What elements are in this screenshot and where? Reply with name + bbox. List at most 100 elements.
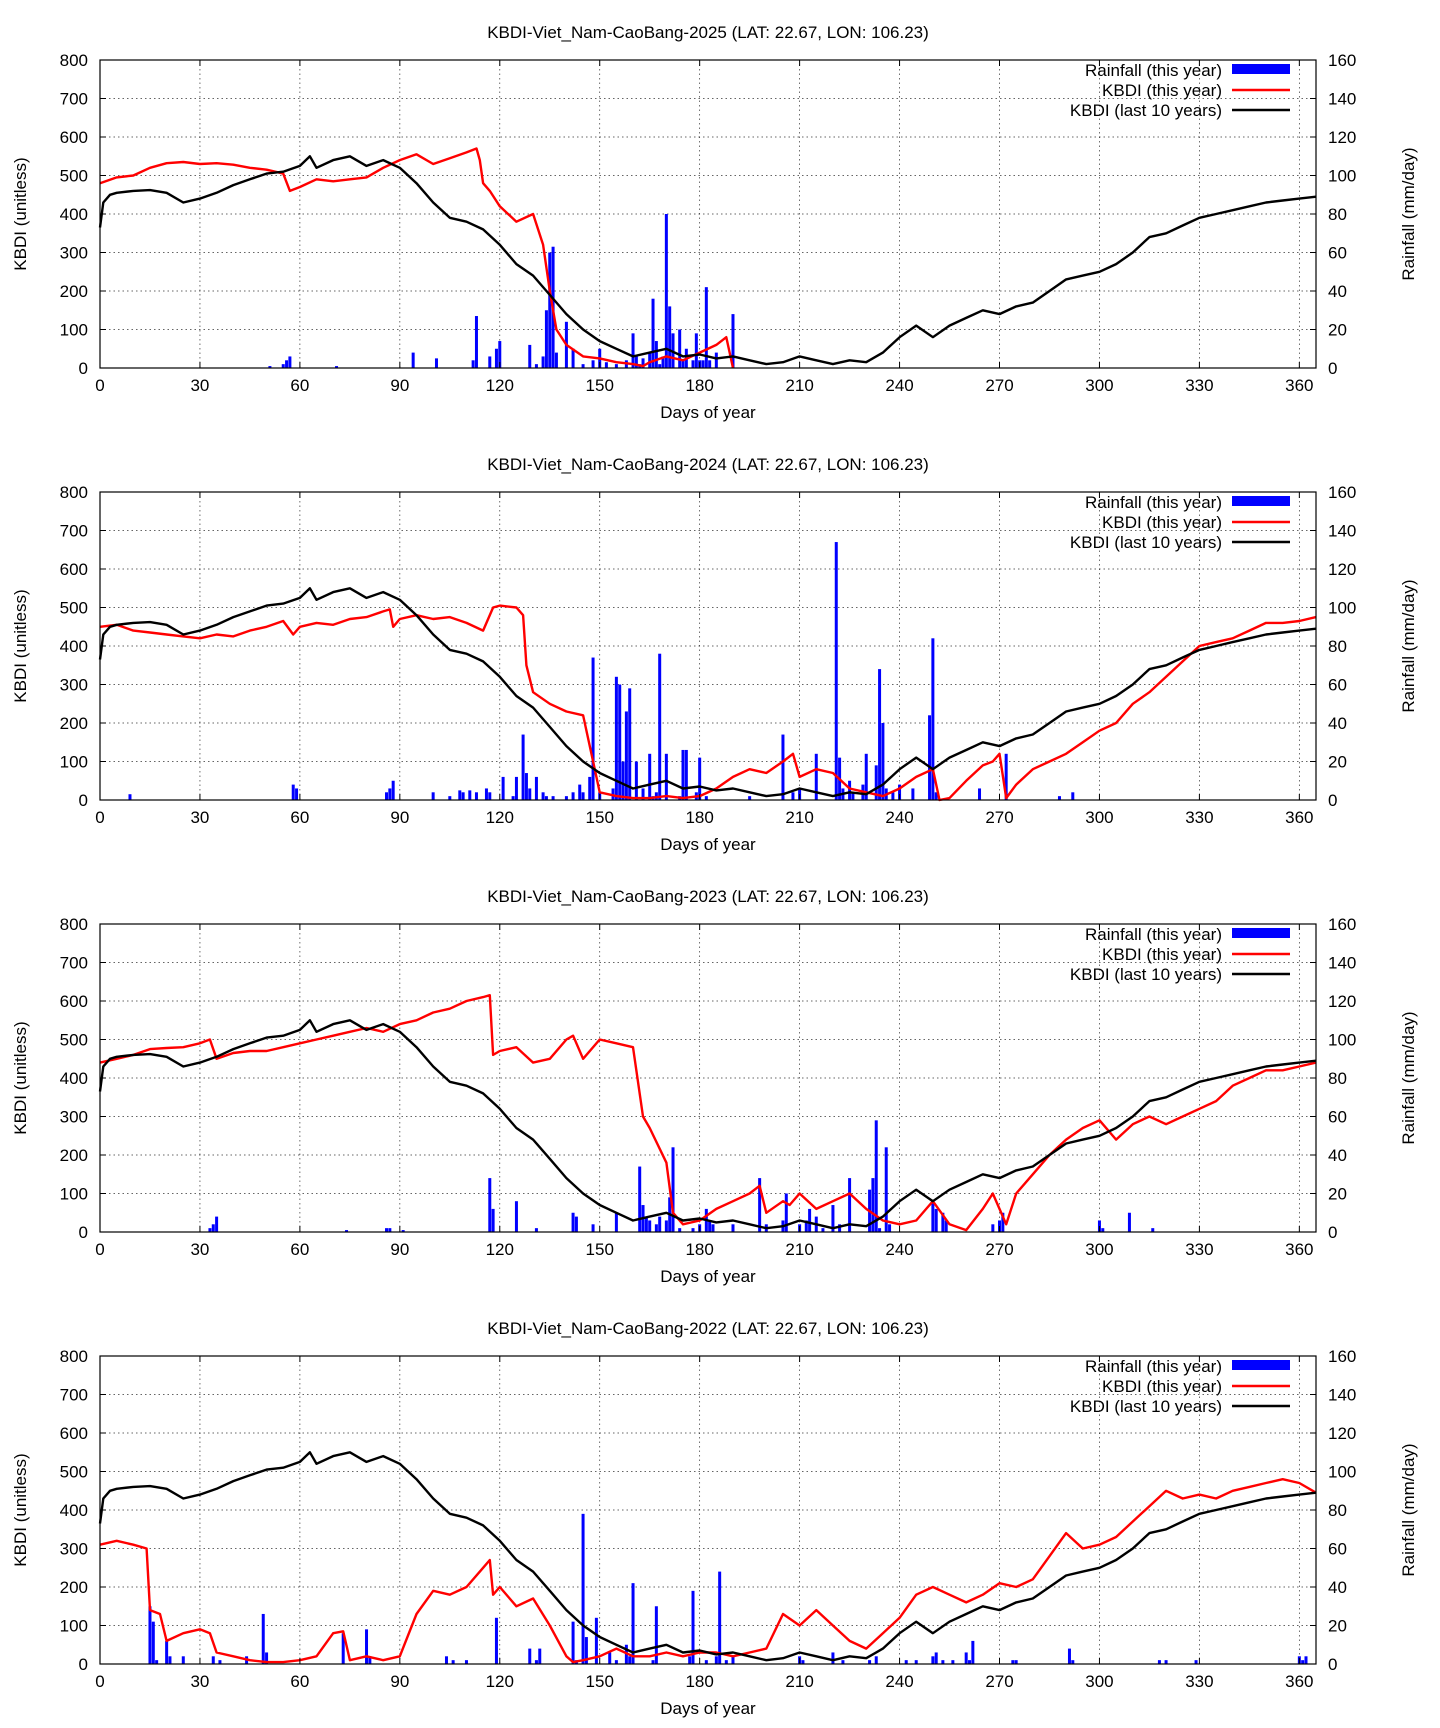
rainfall-bar <box>181 1656 185 1664</box>
rainfall-bar <box>614 1212 618 1232</box>
y-tick-label: 700 <box>60 1386 88 1405</box>
rainfall-bar <box>591 1224 595 1232</box>
rainfall-bar <box>911 788 915 800</box>
rainfall-bar <box>211 1656 215 1664</box>
rainfall-bar <box>878 1228 882 1232</box>
rainfall-bar <box>544 310 548 368</box>
rainfall-bar <box>538 1648 542 1664</box>
y2-tick-label: 20 <box>1328 321 1347 340</box>
y-axis-label: KBDI (unitless) <box>11 157 30 270</box>
rainfall-bar <box>704 1660 708 1664</box>
y-tick-label: 0 <box>79 1655 88 1674</box>
rainfall-bar <box>871 1178 875 1232</box>
y2-tick-label: 120 <box>1328 560 1356 579</box>
legend-label: KBDI (this year) <box>1102 945 1222 964</box>
y2-tick-label: 40 <box>1328 282 1347 301</box>
rainfall-bar <box>434 358 438 368</box>
rainfall-bar <box>848 780 852 800</box>
rainfall-bar <box>498 341 502 368</box>
rainfall-bar <box>551 796 555 800</box>
legend-label: KBDI (this year) <box>1102 1377 1222 1396</box>
series-line-kbdi-this-year <box>99 1478 1317 1664</box>
rainfall-bar <box>714 1656 718 1664</box>
rainfall-bar <box>618 684 622 800</box>
x-tick-label: 180 <box>685 1672 713 1691</box>
y2-tick-label: 100 <box>1328 167 1356 186</box>
rainfall-bar <box>808 1208 812 1232</box>
rainfall-bar <box>868 1660 872 1664</box>
rainfall-bar <box>874 765 878 800</box>
rainfall-bar <box>888 1224 892 1232</box>
rainfall-bar <box>681 360 685 368</box>
x-tick-label: 120 <box>486 376 514 395</box>
x-tick-label: 180 <box>685 1240 713 1259</box>
rainfall-bar <box>694 333 698 368</box>
rainfall-bar <box>564 796 568 800</box>
rainfall-bar <box>281 364 285 368</box>
y-tick-label: 200 <box>60 1578 88 1597</box>
rainfall-bar <box>211 1224 215 1232</box>
rainfall-bar <box>881 723 885 800</box>
y-tick-label: 500 <box>60 1031 88 1050</box>
rainfall-bar <box>648 352 652 368</box>
y-axis-label: KBDI (unitless) <box>11 589 30 702</box>
rainfall-bar <box>614 1660 618 1664</box>
series-line-kbdi-last-10-years <box>98 587 1317 798</box>
y2-tick-label: 60 <box>1328 676 1347 695</box>
x-tick-label: 0 <box>95 808 104 827</box>
rainfall-bar <box>631 333 635 368</box>
chart-panel-2: KBDI-Viet_Nam-CaoBang-2023 (LAT: 22.67, … <box>11 887 1418 1286</box>
rainfall-bar <box>634 761 638 800</box>
rainfall-bar <box>691 1590 695 1664</box>
x-tick-label: 120 <box>486 1672 514 1691</box>
x-tick-label: 30 <box>190 376 209 395</box>
rainfall-bar <box>691 1228 695 1232</box>
rainfall-bar <box>891 792 895 800</box>
x-axis-label: Days of year <box>660 403 756 422</box>
rainfall-bar <box>431 792 435 800</box>
rainfall-bar <box>208 1228 212 1232</box>
rainfall-bar <box>1057 796 1061 800</box>
rainfall-bar <box>931 1201 935 1232</box>
rainfall-bar <box>514 776 518 800</box>
legend-label: KBDI (last 10 years) <box>1070 533 1222 552</box>
x-tick-label: 90 <box>390 1672 409 1691</box>
legend-swatch-rainfall <box>1232 64 1290 74</box>
rainfall-bar <box>614 364 618 368</box>
rainfall-bar <box>831 1652 835 1664</box>
rainfall-bar <box>365 1629 369 1664</box>
rainfall-bar <box>698 757 702 800</box>
legend-label: KBDI (last 10 years) <box>1070 101 1222 120</box>
rainfall-bar <box>534 1660 538 1664</box>
rainfall-bar <box>931 1656 935 1664</box>
rainfall-bar <box>731 1656 735 1664</box>
rainfall-bar <box>385 1228 389 1232</box>
rainfall-bar <box>1164 1660 1168 1664</box>
rainfall-bar <box>978 788 982 800</box>
x-tick-label: 30 <box>190 1672 209 1691</box>
rainfall-bar <box>651 298 655 368</box>
rainfall-bar <box>451 1660 455 1664</box>
rainfall-bar <box>641 358 645 368</box>
rainfall-bar <box>1014 1660 1018 1664</box>
x-tick-label: 330 <box>1185 1672 1213 1691</box>
rainfall-bar <box>385 792 389 800</box>
x-tick-label: 210 <box>785 376 813 395</box>
x-tick-label: 360 <box>1285 808 1313 827</box>
y-tick-label: 400 <box>60 205 88 224</box>
rainfall-bar <box>541 356 545 368</box>
y-axis-label: KBDI (unitless) <box>11 1021 30 1134</box>
x-tick-label: 0 <box>95 1240 104 1259</box>
y2-tick-label: 80 <box>1328 205 1347 224</box>
rainfall-bar <box>648 753 652 800</box>
legend-label: KBDI (this year) <box>1102 513 1222 532</box>
x-tick-label: 270 <box>985 376 1013 395</box>
rainfall-bar <box>488 356 492 368</box>
rainfall-bar <box>1004 753 1008 800</box>
x-tick-label: 330 <box>1185 376 1213 395</box>
rainfall-bar <box>148 1606 152 1664</box>
rainfall-bar <box>1151 1228 1155 1232</box>
rainfall-bar <box>594 1617 598 1664</box>
rainfall-bar <box>941 1660 945 1664</box>
rainfall-bar <box>658 1216 662 1232</box>
